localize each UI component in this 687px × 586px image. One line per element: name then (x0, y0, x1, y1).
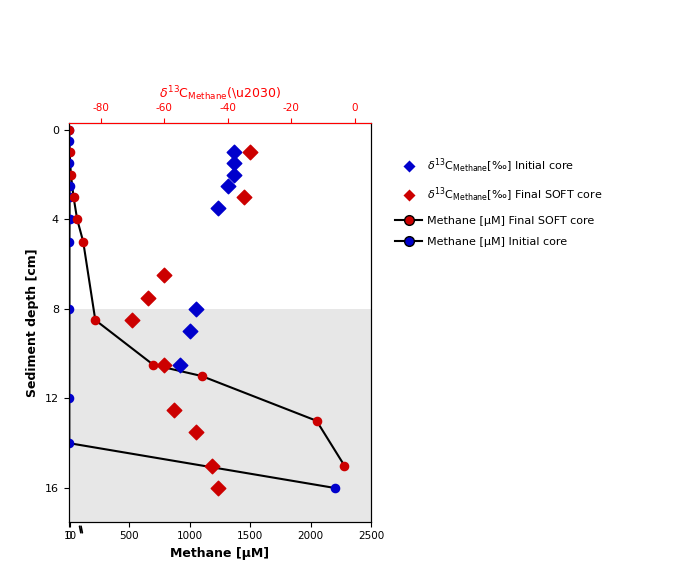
Point (127, 315, 138, 325)
Bar (69, 309, 371, 522)
Point (68, 192, 79, 202)
Point (229, 159, 240, 168)
Point (190, 304, 201, 314)
Point (213, 203, 224, 213)
Point (206, 461, 217, 470)
Point (184, 326, 195, 336)
Point (71, 214, 82, 224)
Point (339, 461, 350, 470)
Point (64, 192, 75, 202)
Y-axis label: Sediment depth [cm]: Sediment depth [cm] (26, 248, 39, 397)
Legend: $\delta^{13}$C$_{\mathregular{Methane}}$[‰] Initial core, $\delta^{13}$C$_{\math: $\delta^{13}$C$_{\mathregular{Methane}}$… (390, 152, 607, 251)
Point (190, 427, 201, 437)
Point (78, 237, 89, 246)
Point (311, 416, 322, 425)
X-axis label: $\delta^{13}$C$_{\mathregular{Methane}}$(\u2030): $\delta^{13}$C$_{\mathregular{Methane}}$… (159, 84, 281, 103)
Point (238, 192, 249, 202)
Point (174, 360, 185, 370)
Point (64, 304, 75, 314)
Point (229, 148, 240, 157)
Point (64, 237, 75, 246)
Point (245, 148, 256, 157)
Point (159, 271, 170, 280)
Point (64, 125, 75, 134)
Point (329, 483, 340, 493)
Point (64, 148, 75, 157)
Point (213, 483, 224, 493)
Point (168, 405, 179, 414)
Point (65, 170, 76, 179)
Point (223, 181, 234, 190)
Point (63, 125, 74, 134)
Point (159, 360, 170, 370)
Point (196, 372, 207, 381)
Point (64, 148, 75, 157)
Point (64, 394, 75, 403)
Point (90, 315, 101, 325)
Point (64, 214, 75, 224)
Point (148, 360, 159, 370)
Point (64, 170, 75, 179)
Point (64, 159, 75, 168)
Point (229, 170, 240, 179)
Point (64, 438, 75, 448)
Point (64, 137, 75, 146)
Point (143, 293, 154, 302)
X-axis label: Methane [μM]: Methane [μM] (170, 547, 269, 560)
Point (64, 181, 75, 190)
